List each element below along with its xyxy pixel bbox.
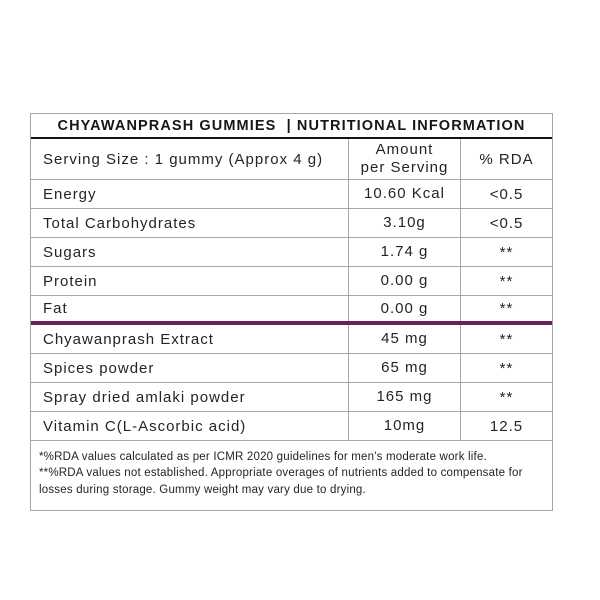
nutrient-label: Sugars <box>31 238 349 266</box>
table-row: Sugars 1.74 g ** <box>31 238 552 267</box>
nutrient-amount: 45 mg <box>349 325 461 353</box>
nutrient-amount: 1.74 g <box>349 238 461 266</box>
nutrient-rda: ** <box>499 272 514 290</box>
nutrient-label: Fat <box>31 296 349 321</box>
nutrient-rda: <0.5 <box>489 214 524 232</box>
rda-header: % RDA <box>479 150 534 168</box>
footnote-line: losses during storage. Gummy weight may … <box>39 483 366 496</box>
table-row: Chyawanprash Extract 45 mg ** <box>31 325 552 354</box>
nutrient-label: Total Carbohydrates <box>31 209 349 237</box>
footnote-line: **%RDA values not established. Appropria… <box>39 467 523 480</box>
nutrient-rda: 12.5 <box>489 417 524 435</box>
table-row: Spices powder 65 mg ** <box>31 354 552 383</box>
nutrient-amount: 10mg <box>349 412 461 440</box>
footnotes: *%RDA values calculated as per ICMR 2020… <box>31 441 552 510</box>
nutrition-table: CHYAWANPRASH GUMMIES | NUTRITIONAL INFOR… <box>30 113 553 511</box>
table-row: Protein 0.00 g ** <box>31 267 552 296</box>
table-row: Energy 10.60 Kcal <0.5 <box>31 180 552 209</box>
nutrient-label: Energy <box>31 180 349 208</box>
nutrient-amount: 10.60 Kcal <box>349 180 461 208</box>
nutrient-label: Chyawanprash Extract <box>31 325 349 353</box>
table-title: CHYAWANPRASH GUMMIES | NUTRITIONAL INFOR… <box>31 114 552 139</box>
nutrient-amount: 0.00 g <box>349 296 461 321</box>
nutrient-amount: 0.00 g <box>349 267 461 295</box>
nutrient-label: Spices powder <box>31 354 349 382</box>
table-header-row: Serving Size : 1 gummy (Approx 4 g) Amou… <box>31 139 552 180</box>
nutrient-label: Protein <box>31 267 349 295</box>
nutrient-label: Vitamin C(L-Ascorbic acid) <box>31 412 349 440</box>
nutrient-rda: ** <box>499 243 514 261</box>
nutrient-rda: ** <box>499 388 514 406</box>
nutrient-rda: ** <box>499 300 514 317</box>
serving-size-header: Serving Size : 1 gummy (Approx 4 g) <box>31 139 349 179</box>
nutrient-rda: <0.5 <box>489 185 524 203</box>
table-row: Spray dried amlaki powder 165 mg ** <box>31 383 552 412</box>
table-row: Vitamin C(L-Ascorbic acid) 10mg 12.5 <box>31 412 552 441</box>
nutrient-rda: ** <box>499 330 514 348</box>
table-row: Total Carbohydrates 3.10g <0.5 <box>31 209 552 238</box>
table-row-fat-with-section-divider: Fat 0.00 g ** <box>31 296 552 325</box>
nutrient-amount: 165 mg <box>349 383 461 411</box>
amount-per-serving-header: Amount per Serving <box>349 139 461 179</box>
footnote-line: *%RDA values calculated as per ICMR 2020… <box>39 451 487 463</box>
nutrient-amount: 3.10g <box>349 209 461 237</box>
nutrient-label: Spray dried amlaki powder <box>31 383 349 411</box>
nutrient-rda: ** <box>499 359 514 377</box>
nutrient-amount: 65 mg <box>349 354 461 382</box>
